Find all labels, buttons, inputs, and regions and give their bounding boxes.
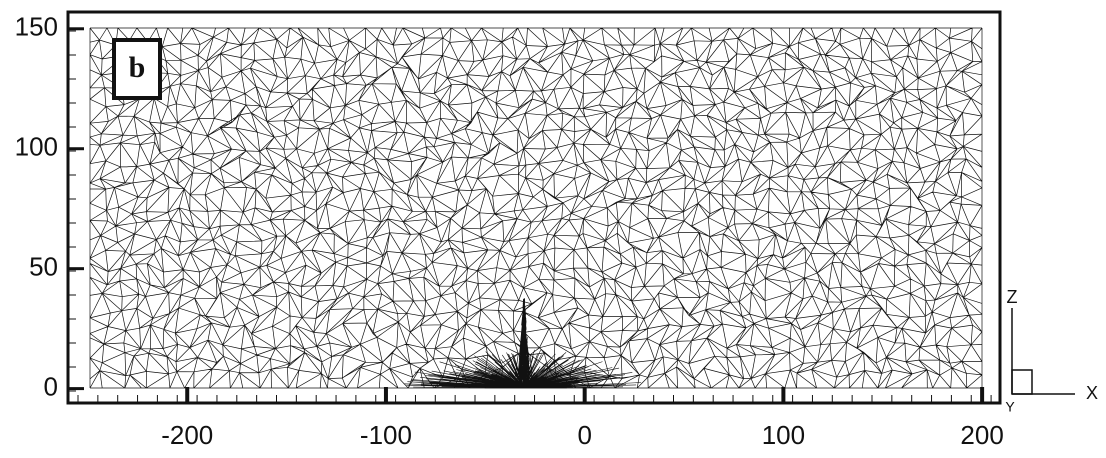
panel-label: b — [129, 51, 146, 84]
triad-x-label: X — [1086, 383, 1098, 403]
y-tick-label: 50 — [29, 252, 58, 282]
x-tick-label: 100 — [762, 420, 805, 450]
triad-z-label: Z — [1007, 287, 1018, 307]
mesh-group — [89, 27, 983, 389]
panel-label-box — [112, 38, 162, 100]
x-tick-label: -100 — [360, 420, 412, 450]
axis-triad — [1011, 308, 1075, 395]
y-tick-label: 0 — [44, 371, 58, 401]
triad-y-label: Y — [1005, 399, 1015, 415]
mesh-lines — [89, 27, 983, 389]
triad-box — [1011, 369, 1033, 395]
y-tick-label: 150 — [15, 12, 58, 42]
mesh-refinement — [403, 298, 642, 389]
x-tick-label: -200 — [161, 420, 213, 450]
x-tick-label: 200 — [960, 420, 1003, 450]
y-tick-label: 100 — [15, 132, 58, 162]
x-tick-label: 0 — [577, 420, 591, 450]
plot-frame — [66, 10, 1002, 405]
